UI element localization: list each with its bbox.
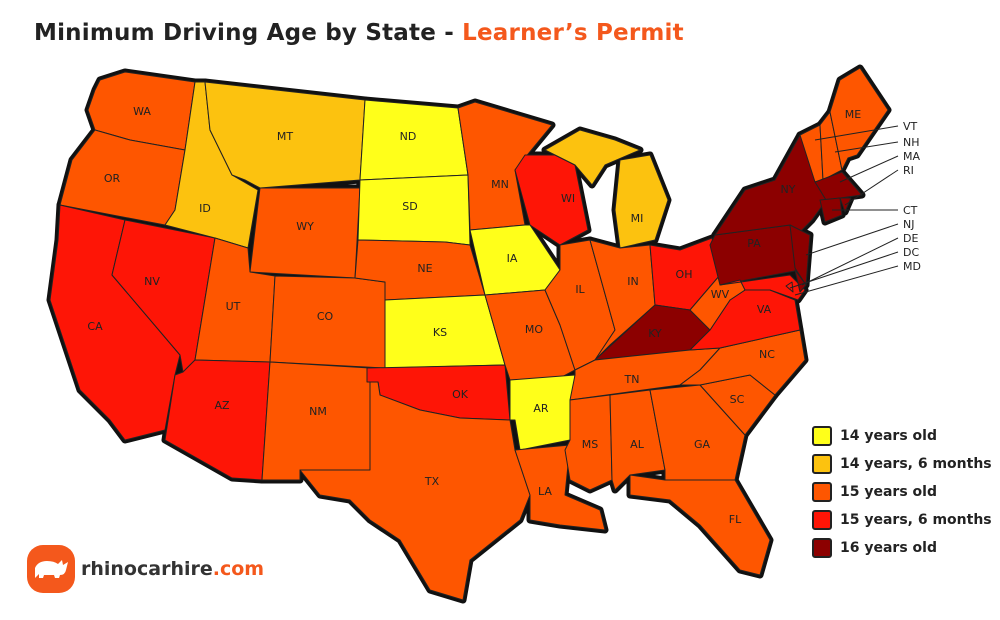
- state-nm[interactable]: [261, 361, 371, 481]
- state-label-az: AZ: [214, 399, 230, 412]
- callout-label-de: DE: [903, 232, 918, 245]
- state-label-sc: SC: [730, 393, 745, 406]
- callout-label-dc: DC: [903, 246, 919, 259]
- legend-swatch: [812, 510, 832, 530]
- state-label-ok: OK: [452, 388, 469, 401]
- state-label-co: CO: [317, 310, 334, 323]
- legend-swatch: [812, 482, 832, 502]
- state-me[interactable]: [829, 67, 889, 171]
- title-main: Minimum Driving Age by State -: [34, 20, 463, 46]
- legend-label: 15 years old: [840, 484, 937, 500]
- state-mn[interactable]: [457, 101, 553, 231]
- legend: 14 years old 14 years, 6 months 15 years…: [812, 422, 992, 562]
- logo: rhinocarhire.com: [27, 545, 264, 593]
- state-label-ga: GA: [694, 438, 711, 451]
- state-tx[interactable]: [299, 381, 531, 601]
- state-label-fl: FL: [729, 513, 742, 526]
- state-label-ca: CA: [87, 320, 103, 333]
- state-label-nd: ND: [400, 130, 417, 143]
- legend-label: 14 years old: [840, 428, 937, 444]
- state-label-in: IN: [627, 275, 638, 288]
- logo-name: rhinocarhire: [81, 558, 213, 580]
- state-label-wa: WA: [133, 105, 151, 118]
- state-label-al: AL: [630, 438, 645, 451]
- state-label-ms: MS: [582, 438, 598, 451]
- rhino-icon: [27, 545, 75, 593]
- state-label-wi: WI: [561, 192, 575, 205]
- state-nc[interactable]: [679, 329, 806, 396]
- state-label-ar: AR: [533, 402, 549, 415]
- state-md[interactable]: [719, 274, 806, 301]
- legend-label: 16 years old: [840, 540, 937, 556]
- state-label-ne: NE: [417, 262, 432, 275]
- state-label-va: VA: [757, 303, 772, 316]
- leader-line-ri: [844, 169, 899, 206]
- leader-line-de: [801, 237, 899, 286]
- state-label-me: ME: [845, 108, 861, 121]
- leader-line-dc: [789, 251, 899, 289]
- state-label-ia: IA: [507, 252, 518, 265]
- logo-text: rhinocarhire.com: [81, 558, 264, 580]
- state-label-nv: NV: [144, 275, 160, 288]
- state-fl[interactable]: [629, 474, 771, 576]
- legend-swatch: [812, 538, 832, 558]
- leader-line-nj: [805, 223, 899, 256]
- legend-swatch: [812, 426, 832, 446]
- state-label-wy: WY: [296, 220, 314, 233]
- state-label-ny: NY: [781, 183, 796, 196]
- legend-item-14: 14 years old: [812, 422, 992, 450]
- leader-line-ma: [839, 155, 899, 183]
- state-label-wv: WV: [711, 288, 730, 301]
- state-label-mn: MN: [491, 178, 509, 191]
- state-label-mo: MO: [525, 323, 543, 336]
- legend-item-15-6: 15 years, 6 months: [812, 506, 992, 534]
- state-label-ks: KS: [433, 326, 447, 339]
- state-label-tn: TN: [624, 373, 640, 386]
- state-label-ut: UT: [226, 300, 241, 313]
- legend-label: 14 years, 6 months: [840, 456, 992, 472]
- legend-label: 15 years, 6 months: [840, 512, 992, 528]
- callout-label-nh: NH: [903, 136, 920, 149]
- legend-item-15: 15 years old: [812, 478, 992, 506]
- callout-label-vt: VT: [903, 120, 918, 133]
- state-label-sd: SD: [402, 200, 417, 213]
- map-title: Minimum Driving Age by State - Learner’s…: [34, 20, 684, 46]
- state-label-tx: TX: [424, 475, 440, 488]
- state-mi[interactable]: [544, 129, 669, 249]
- state-label-pa: PA: [747, 237, 761, 250]
- leader-line-md: [794, 265, 899, 296]
- state-label-or: OR: [104, 172, 121, 185]
- title-accent: Learner’s Permit: [462, 20, 684, 46]
- callout-label-ct: CT: [903, 204, 918, 217]
- state-label-ky: KY: [648, 327, 662, 340]
- state-wy[interactable]: [249, 187, 361, 279]
- leader-line-nh: [834, 141, 899, 153]
- state-az[interactable]: [164, 359, 271, 481]
- logo-domain: .com: [212, 558, 265, 580]
- state-ct[interactable]: [819, 197, 843, 223]
- leader-line-vt: [814, 125, 899, 141]
- callout-label-md: MD: [903, 260, 921, 273]
- callout-label-ma: MA: [903, 150, 920, 163]
- state-de[interactable]: [794, 269, 807, 293]
- legend-item-14-6: 14 years, 6 months: [812, 450, 992, 478]
- legend-swatch: [812, 454, 832, 474]
- state-ma[interactable]: [814, 171, 863, 201]
- state-label-il: IL: [575, 283, 585, 296]
- state-label-oh: OH: [676, 268, 693, 281]
- state-label-la: LA: [538, 485, 552, 498]
- state-label-mt: MT: [277, 130, 293, 143]
- callout-label-ri: RI: [903, 164, 914, 177]
- state-label-id: ID: [199, 202, 211, 215]
- legend-item-16: 16 years old: [812, 534, 992, 562]
- state-label-mi: MI: [631, 212, 644, 225]
- state-label-nc: NC: [759, 348, 775, 361]
- callout-label-nj: NJ: [903, 218, 914, 231]
- state-label-nm: NM: [309, 405, 327, 418]
